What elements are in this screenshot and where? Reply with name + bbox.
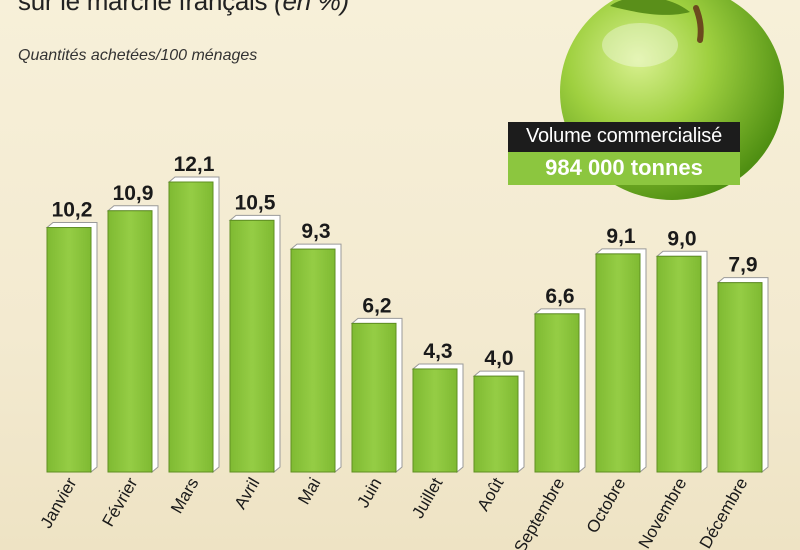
value-label: 6,2 — [362, 294, 391, 317]
bars-group — [45, 176, 769, 474]
volume-value: 984 000 tonnes — [508, 152, 740, 185]
x-tick-label: Février — [99, 474, 142, 530]
bar-2 — [106, 205, 159, 474]
x-tick-label: Novembre — [635, 475, 691, 550]
bar-4 — [228, 214, 281, 474]
x-tick-label: Septembre — [510, 475, 568, 550]
volume-callout: Volume commercialisé 984 000 tonnes — [508, 122, 740, 185]
chart-subtitle: Quantités achetées/100 ménages — [18, 47, 258, 64]
bar-11 — [655, 250, 708, 474]
chart-title: sur le marché français (en %) — [18, 0, 349, 17]
value-label: 4,3 — [423, 340, 452, 363]
bar-12 — [716, 277, 769, 474]
bar-3 — [167, 176, 220, 474]
x-tick-label: Juillet — [408, 474, 446, 521]
x-tick-label: Août — [474, 474, 508, 514]
x-tick-label: Décembre — [696, 475, 752, 550]
bar-10 — [594, 248, 647, 474]
x-tick-label: Octobre — [583, 475, 630, 537]
bar-6 — [350, 317, 403, 474]
x-tick-labels-group: Janvier Février Mars Avril Mai Juin Juillet Aoû… — [37, 474, 752, 550]
value-label: 10,9 — [113, 182, 154, 205]
bar-8 — [472, 370, 525, 474]
value-label: 12,1 — [174, 153, 215, 176]
value-label: 9,1 — [606, 225, 636, 248]
value-labels-group: 10,2 10,9 12,1 10,5 9,3 6,2 4,3 4,0 6,6 9,1 9,0 7,9 — [52, 153, 758, 370]
bar-1 — [45, 222, 98, 474]
value-label: 6,6 — [545, 285, 574, 308]
value-label: 10,5 — [235, 191, 276, 214]
value-label: 9,3 — [301, 220, 330, 243]
value-label: 4,0 — [484, 347, 513, 370]
bar-9 — [533, 308, 586, 474]
volume-label: Volume commercialisé — [508, 122, 740, 152]
chart-title-text: sur le marché français — [18, 0, 268, 16]
bar-7 — [411, 363, 464, 474]
x-tick-label: Mai — [294, 475, 324, 508]
x-tick-label: Janvier — [37, 474, 81, 531]
value-label: 9,0 — [667, 227, 696, 250]
chart-title-unit: (en %) — [274, 0, 349, 16]
bar-5 — [289, 243, 342, 474]
x-tick-label: Mars — [167, 475, 202, 517]
x-tick-label: Avril — [231, 475, 264, 513]
x-tick-label: Juin — [353, 475, 385, 512]
value-label: 10,2 — [52, 199, 93, 222]
value-label: 7,9 — [728, 254, 757, 277]
